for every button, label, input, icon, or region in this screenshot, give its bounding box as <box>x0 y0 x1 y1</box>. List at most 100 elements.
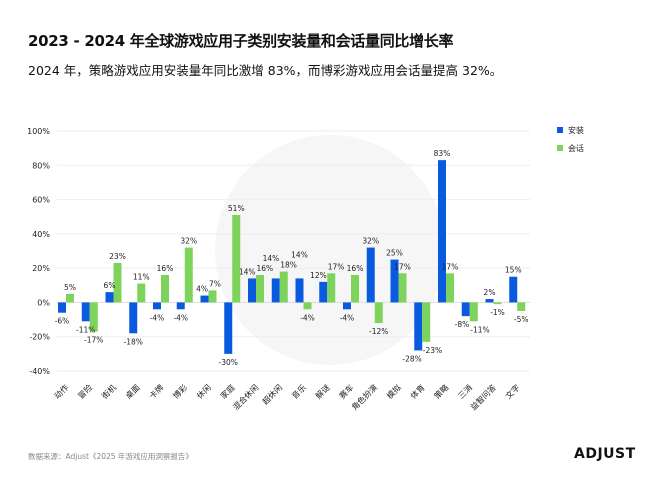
data-label: 16% <box>157 264 174 273</box>
legend-label: 安装 <box>568 125 584 135</box>
y-tick-label: -40% <box>29 367 50 376</box>
bar-session <box>113 263 122 303</box>
x-tick-label: 角色扮演 <box>349 382 379 412</box>
bar-session <box>446 273 454 303</box>
bar-session <box>256 275 264 303</box>
data-label: 83% <box>434 149 451 158</box>
data-label: -5% <box>514 315 529 324</box>
bar-session <box>184 247 193 303</box>
data-label: -11% <box>76 325 95 334</box>
bar-install <box>414 302 423 351</box>
x-tick-label: 文字 <box>503 382 521 400</box>
data-label: -4% <box>173 313 188 322</box>
watermark-logo <box>215 135 445 365</box>
x-tick-label: 休闲 <box>195 382 213 400</box>
y-tick-label: 0% <box>37 298 50 307</box>
y-tick-label: -20% <box>29 333 50 342</box>
chart-title: 2023 - 2024 年全球游戏应用子类别安装量和会话量同比增长率 <box>28 32 454 50</box>
data-label: -4% <box>150 313 165 322</box>
legend-label: 会话 <box>568 143 584 153</box>
bar-install <box>438 160 446 303</box>
bar-install <box>248 278 256 303</box>
legend-swatch <box>557 127 563 133</box>
y-tick-label: 60% <box>32 196 50 205</box>
bar-install <box>343 302 351 310</box>
source-note: 数据来源：Adjust《2025 年游戏应用洞察报告》 <box>28 452 193 461</box>
bar-session <box>208 290 217 303</box>
x-tick-label: 三消 <box>456 382 474 400</box>
bar-install <box>224 302 233 354</box>
data-label: 11% <box>133 273 150 282</box>
bar-session <box>161 275 169 303</box>
data-label: -30% <box>219 358 238 367</box>
bar-session <box>303 302 312 310</box>
x-tick-label: 解谜 <box>313 382 331 400</box>
x-tick-label: 博彩 <box>171 382 189 400</box>
bar-install <box>176 302 185 310</box>
data-label: 25% <box>386 249 403 258</box>
y-tick-label: 20% <box>32 264 50 273</box>
bar-install <box>319 281 328 303</box>
data-label: -28% <box>402 354 421 363</box>
y-tick-label: 40% <box>32 230 50 239</box>
bar-install <box>390 259 399 303</box>
bar-install <box>105 292 114 303</box>
x-tick-label: 冒险 <box>76 382 94 400</box>
bar-session <box>89 302 98 332</box>
x-tick-label: 益智问答 <box>468 382 498 412</box>
data-label: -11% <box>470 325 489 334</box>
x-tick-label: 动作 <box>52 382 70 400</box>
bar-session <box>422 302 431 342</box>
bar-session <box>517 302 526 311</box>
legend-swatch <box>557 145 563 151</box>
data-label: 23% <box>109 252 126 261</box>
bar-install <box>81 302 90 322</box>
bar-install <box>485 299 494 303</box>
data-label: 6% <box>104 281 116 290</box>
data-label: 32% <box>362 237 379 246</box>
data-label: 4% <box>196 285 208 294</box>
data-label: -1% <box>490 308 505 317</box>
x-tick-label: 策略 <box>432 382 450 400</box>
data-label: 17% <box>442 262 459 271</box>
y-tick-label: 80% <box>32 161 50 170</box>
data-label: -12% <box>369 327 388 336</box>
bar-install <box>129 302 138 334</box>
data-label: 18% <box>280 261 297 270</box>
data-label: 17% <box>328 262 345 271</box>
data-label: 32% <box>180 237 197 246</box>
bar-install <box>271 278 280 303</box>
bar-install <box>509 276 518 303</box>
x-tick-label: 卡牌 <box>147 382 165 400</box>
data-label: 14% <box>239 267 256 276</box>
bar-session <box>351 275 359 303</box>
bar-install <box>295 278 304 303</box>
data-label: -18% <box>124 337 143 346</box>
y-tick-label: 100% <box>27 127 50 136</box>
data-label: 14% <box>291 251 308 260</box>
data-label: 2% <box>484 288 496 297</box>
x-tick-label: 混合休闲 <box>231 382 261 412</box>
data-label: 14% <box>263 254 280 263</box>
data-label: -4% <box>340 313 355 322</box>
bar-session <box>327 273 336 303</box>
bar-session <box>469 302 478 322</box>
data-label: -6% <box>55 317 70 326</box>
bar-session <box>493 302 502 305</box>
bar-session <box>374 302 383 323</box>
data-label: 12% <box>310 271 327 280</box>
data-label: 7% <box>209 279 221 288</box>
bar-session <box>137 283 146 303</box>
x-tick-label: 家庭 <box>218 382 236 400</box>
data-label: -23% <box>423 346 442 355</box>
bar-install <box>366 247 375 303</box>
data-label: 15% <box>505 266 522 275</box>
bar-session <box>398 273 407 303</box>
x-tick-label: 音乐 <box>290 382 308 400</box>
x-tick-label: 体育 <box>408 382 426 400</box>
bar-install <box>200 295 209 303</box>
x-tick-label: 超休闲 <box>260 382 284 406</box>
bar-session <box>232 215 241 303</box>
bar-session <box>279 271 288 303</box>
